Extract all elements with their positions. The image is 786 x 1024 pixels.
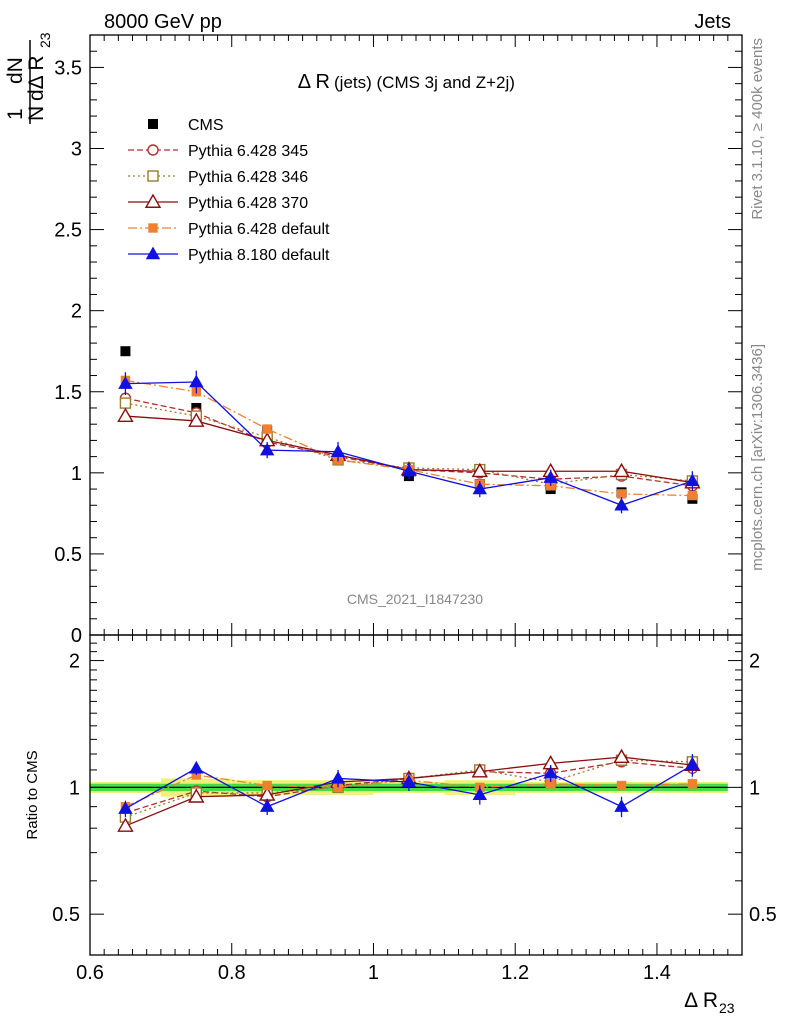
plot-title-symbol: Δ R	[298, 71, 330, 93]
x-tick-label: 1.2	[501, 962, 529, 984]
legend-py8-marker	[145, 246, 161, 260]
legend-entry-label: CMS	[188, 117, 224, 134]
py370-marker	[188, 788, 205, 803]
py8-marker	[614, 799, 629, 812]
main-y-tick-label: 0	[71, 625, 82, 647]
ratio-y-tick-label-right: 0.5	[749, 904, 777, 926]
main-panel	[89, 34, 743, 636]
py6def-marker	[687, 779, 698, 789]
py6def-marker	[262, 780, 272, 791]
legend-entry-label: Pythia 6.428 370	[188, 195, 308, 212]
x-tick-label: 0.6	[76, 962, 104, 984]
ratio-y-tick-label-right: 2	[749, 651, 760, 673]
ylabel-ddr: dΔ R	[25, 55, 48, 101]
main-y-tick-label: 1.5	[54, 382, 82, 404]
py8-marker	[330, 771, 346, 784]
py8-marker	[189, 374, 204, 388]
main-y-tick-label: 2.5	[54, 220, 82, 242]
py8-marker	[543, 470, 558, 483]
py370-marker	[188, 412, 205, 427]
py370-marker	[471, 462, 488, 478]
xlabel-main: Δ R	[684, 989, 718, 1012]
x-tick-label: 1	[368, 962, 379, 984]
legend-cms-marker	[148, 119, 158, 129]
ratio-y-axis-label: Ratio to CMS	[24, 750, 41, 839]
legend-py345-marker	[147, 144, 159, 156]
x-tick-label: 0.8	[218, 962, 246, 984]
py8-marker	[472, 787, 487, 801]
xlabel-subscript: 23	[719, 1000, 735, 1016]
py8-marker	[685, 757, 700, 771]
legend-entry-label: Pythia 6.428 346	[188, 169, 308, 186]
legend: CMS Pythia 6.428 345 Pythia 6.428 346 Pythi…	[128, 117, 330, 264]
plot-title: Δ R (jets) (CMS 3j and Z+2j)	[298, 71, 515, 93]
header-energy-label: 8000 GeV pp	[104, 11, 222, 33]
mcplots-credit-label: mcplots.cern.ch [arXiv:1306.3436]	[749, 344, 766, 571]
py370-marker	[613, 748, 630, 764]
py8-marker	[401, 774, 417, 788]
x-tick-label: 1.4	[643, 962, 671, 984]
plot-title-text: (jets) (CMS 3j and Z+2j)	[334, 73, 515, 92]
cms-data-point	[120, 346, 131, 357]
py8-marker	[543, 765, 558, 779]
py6def-marker	[616, 780, 627, 791]
py8-marker	[259, 799, 275, 812]
py346-series-line	[125, 759, 693, 818]
py8-series-line	[125, 381, 693, 506]
main-y-tick-label: 2	[71, 301, 82, 323]
ratio-y-tick-label-left: 2	[69, 651, 80, 673]
legend-py346-marker	[147, 170, 159, 182]
py346-marker	[119, 397, 132, 409]
py6def-marker	[262, 424, 272, 434]
py6def-marker	[687, 490, 698, 501]
py8-marker	[259, 442, 275, 456]
py8-marker	[401, 463, 417, 477]
main-y-tick-label: 3.5	[54, 57, 82, 79]
py370-marker	[117, 407, 134, 423]
x-axis-label: Δ R 23	[684, 989, 735, 1016]
legend-py370-marker	[144, 193, 162, 208]
ylabel-dn: dN	[4, 57, 27, 84]
ratio-panel	[89, 634, 743, 956]
py8-marker	[189, 760, 204, 774]
py370-marker	[613, 462, 630, 478]
ylabel-fraction-denominator: N	[25, 106, 48, 121]
py370-marker	[117, 817, 134, 832]
py8-marker	[118, 801, 133, 814]
py8-marker	[472, 481, 487, 495]
legend-entry-label: Pythia 6.428 default	[188, 221, 330, 238]
ylabel-fraction-numerator: 1	[4, 108, 27, 120]
ratio-y-tick-label-left: 1	[69, 777, 80, 799]
py8-marker	[614, 497, 629, 511]
py370-marker	[471, 763, 488, 778]
py8-marker	[685, 473, 700, 487]
legend-entry-label: Pythia 6.428 345	[188, 143, 308, 160]
ratio-y-tick-label-right: 1	[749, 777, 760, 799]
main-y-tick-label: 0.5	[54, 544, 82, 566]
main-y-tick-label: 3	[71, 139, 82, 161]
legend-entry-label: Pythia 8.180 default	[188, 247, 330, 264]
py6def-marker	[616, 489, 627, 499]
rivet-version-label: Rivet 3.1.10, ≥ 400k events	[749, 38, 766, 220]
legend-py6def-marker	[148, 223, 158, 233]
analysis-watermark: CMS_2021_I1847230	[347, 591, 483, 607]
ratio-y-tick-label-left: 0.5	[52, 904, 80, 926]
header-category-label: Jets	[694, 11, 731, 33]
py8-marker	[118, 376, 133, 389]
ylabel-subscript: 23	[37, 32, 53, 48]
main-y-axis-label: 1 N dN dΔ R 23	[4, 32, 53, 124]
py8-marker	[330, 444, 346, 457]
main-y-tick-label: 1	[71, 463, 82, 485]
